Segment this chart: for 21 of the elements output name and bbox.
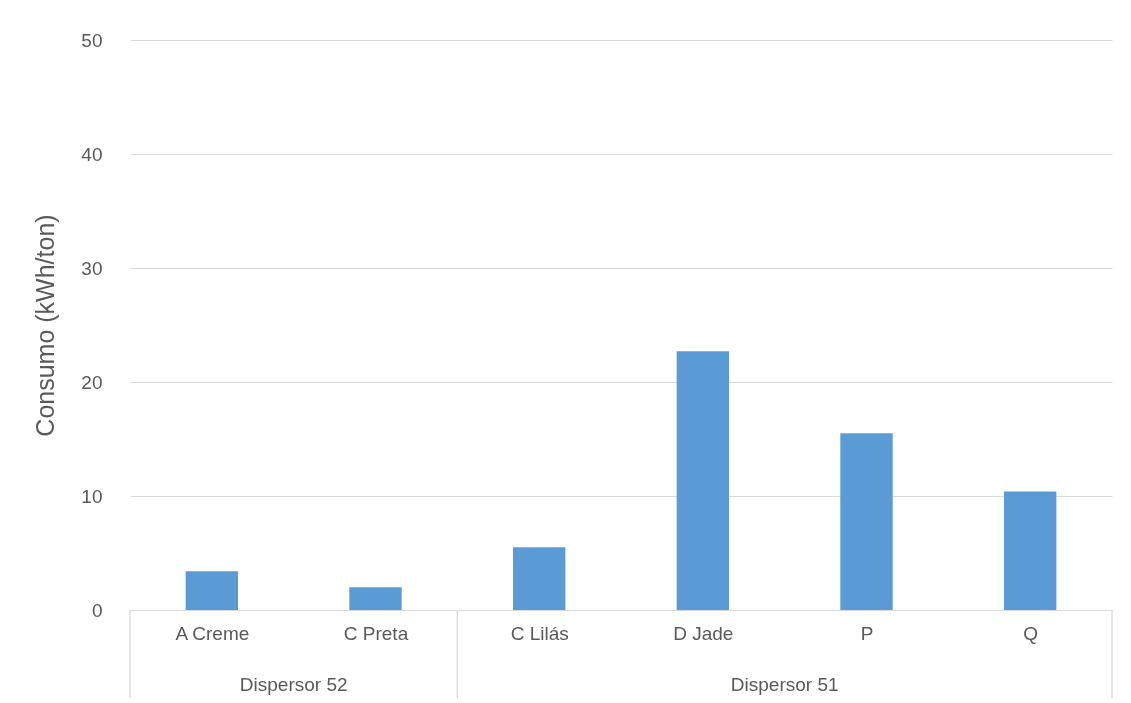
text: Dispersor 52 <box>239 674 348 695</box>
bar <box>1003 491 1057 610</box>
y-axis-title: Consumo (kWh/ton) <box>31 214 60 437</box>
text: Dispersor 51 <box>730 674 839 695</box>
x-tick-label: Q <box>1023 622 1039 644</box>
bar <box>512 547 566 610</box>
x-tick-label: C Preta <box>343 622 409 644</box>
bar <box>185 571 239 610</box>
y-tick-label: 40 <box>81 143 103 165</box>
bar <box>840 433 893 610</box>
y-tick-label: 30 <box>81 257 103 279</box>
x-tick-label: C Lilás <box>510 622 569 644</box>
y-tick-label: 0 <box>91 599 103 621</box>
x-tick-label: D Jade <box>673 622 734 644</box>
y-tick-label: 50 <box>81 29 103 51</box>
x-tick-label: P <box>860 622 874 644</box>
bar <box>676 351 730 610</box>
x-tick-label: A Creme <box>175 622 250 644</box>
bar <box>349 587 402 610</box>
y-tick-label: 20 <box>81 371 103 393</box>
y-tick-label: 10 <box>81 485 103 507</box>
